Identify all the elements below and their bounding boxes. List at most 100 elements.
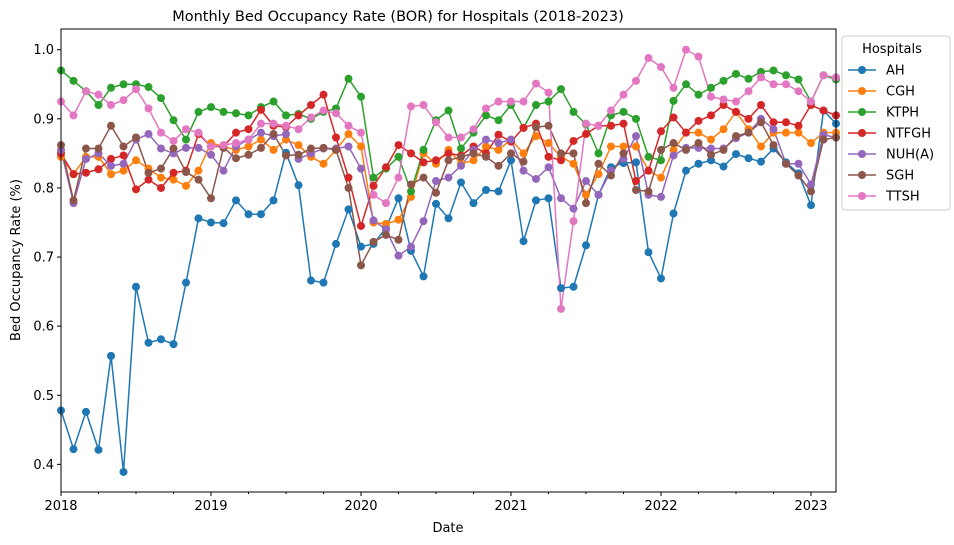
data-point [407, 192, 415, 201]
legend-label: NUH(A) [886, 148, 934, 163]
data-point [682, 145, 690, 154]
data-point [394, 251, 403, 260]
data-point [394, 194, 403, 203]
data-point [69, 76, 78, 85]
data-point [157, 128, 165, 137]
legend-marker [858, 66, 866, 74]
data-point [769, 125, 778, 134]
y-axis-label: Bed Occupancy Rate (%) [9, 179, 24, 341]
data-point [619, 119, 628, 128]
data-point [182, 125, 190, 134]
data-point [444, 214, 453, 223]
data-point [757, 67, 765, 76]
data-point [607, 142, 615, 151]
data-point [719, 162, 728, 171]
data-point [194, 175, 203, 184]
data-point [632, 76, 640, 85]
data-point [194, 128, 203, 137]
data-point [119, 151, 128, 160]
data-point [119, 96, 128, 105]
data-point [794, 159, 803, 168]
data-point [557, 156, 565, 165]
data-point [307, 101, 315, 110]
series-markers [57, 45, 840, 476]
data-point [307, 276, 315, 285]
data-point [569, 136, 578, 145]
data-point [407, 187, 415, 196]
series-points-6 [57, 45, 840, 313]
data-point [644, 152, 653, 161]
data-point [694, 116, 703, 125]
data-point [107, 154, 115, 163]
data-point [107, 101, 115, 110]
series-line-5 [60, 121, 837, 267]
data-point [294, 181, 303, 190]
data-point [82, 407, 90, 416]
data-point [182, 278, 190, 287]
data-point [644, 166, 653, 175]
y-tick-label: 0.5 [33, 389, 54, 404]
data-point [632, 158, 640, 167]
y-tick-label: 0.4 [33, 458, 54, 473]
data-point [569, 204, 578, 213]
data-point [807, 97, 815, 106]
data-point [632, 177, 640, 186]
data-point [494, 161, 503, 170]
data-point [794, 128, 803, 137]
data-point [144, 83, 153, 92]
data-point [432, 188, 440, 197]
data-point [507, 97, 515, 106]
data-point [794, 121, 803, 130]
data-point [332, 109, 340, 118]
data-point [244, 125, 253, 134]
data-point [444, 149, 453, 158]
data-point [469, 125, 478, 134]
data-point [94, 101, 103, 110]
data-point [569, 282, 578, 291]
data-point [557, 194, 565, 203]
data-point [582, 190, 590, 199]
data-point [182, 135, 190, 144]
x-tick-label: 2019 [194, 499, 227, 514]
y-tick-label: 0.6 [33, 320, 54, 335]
data-point [769, 66, 778, 75]
data-point [519, 237, 528, 246]
data-point [669, 139, 678, 148]
data-point [757, 157, 765, 166]
data-point [107, 83, 115, 92]
data-point [232, 109, 240, 118]
data-point [482, 142, 490, 151]
data-point [82, 154, 90, 163]
series-points-5 [57, 118, 840, 270]
x-tick-label: 2021 [494, 499, 527, 514]
data-point [382, 163, 390, 172]
data-point [694, 52, 703, 61]
x-tick-label: 2018 [44, 499, 77, 514]
data-point [619, 142, 628, 151]
data-point [157, 164, 165, 173]
legend-marker [858, 108, 866, 116]
data-point [744, 128, 753, 137]
data-point [69, 111, 78, 120]
data-point [357, 242, 365, 251]
x-tick-label: 2020 [344, 499, 377, 514]
data-point [744, 154, 753, 163]
data-point [719, 95, 728, 104]
data-point [769, 80, 778, 89]
data-point [707, 135, 715, 144]
data-point [107, 351, 115, 360]
data-point [82, 144, 90, 153]
data-point [594, 121, 603, 130]
data-point [244, 210, 253, 219]
data-point [244, 150, 253, 159]
data-point [94, 165, 103, 174]
data-point [494, 145, 503, 154]
data-point [269, 119, 278, 128]
data-point [319, 159, 328, 168]
data-point [544, 88, 553, 97]
data-point [257, 119, 265, 128]
data-point [444, 106, 453, 115]
plot-frame [60, 28, 837, 493]
data-point [732, 132, 740, 141]
data-point [119, 142, 128, 151]
